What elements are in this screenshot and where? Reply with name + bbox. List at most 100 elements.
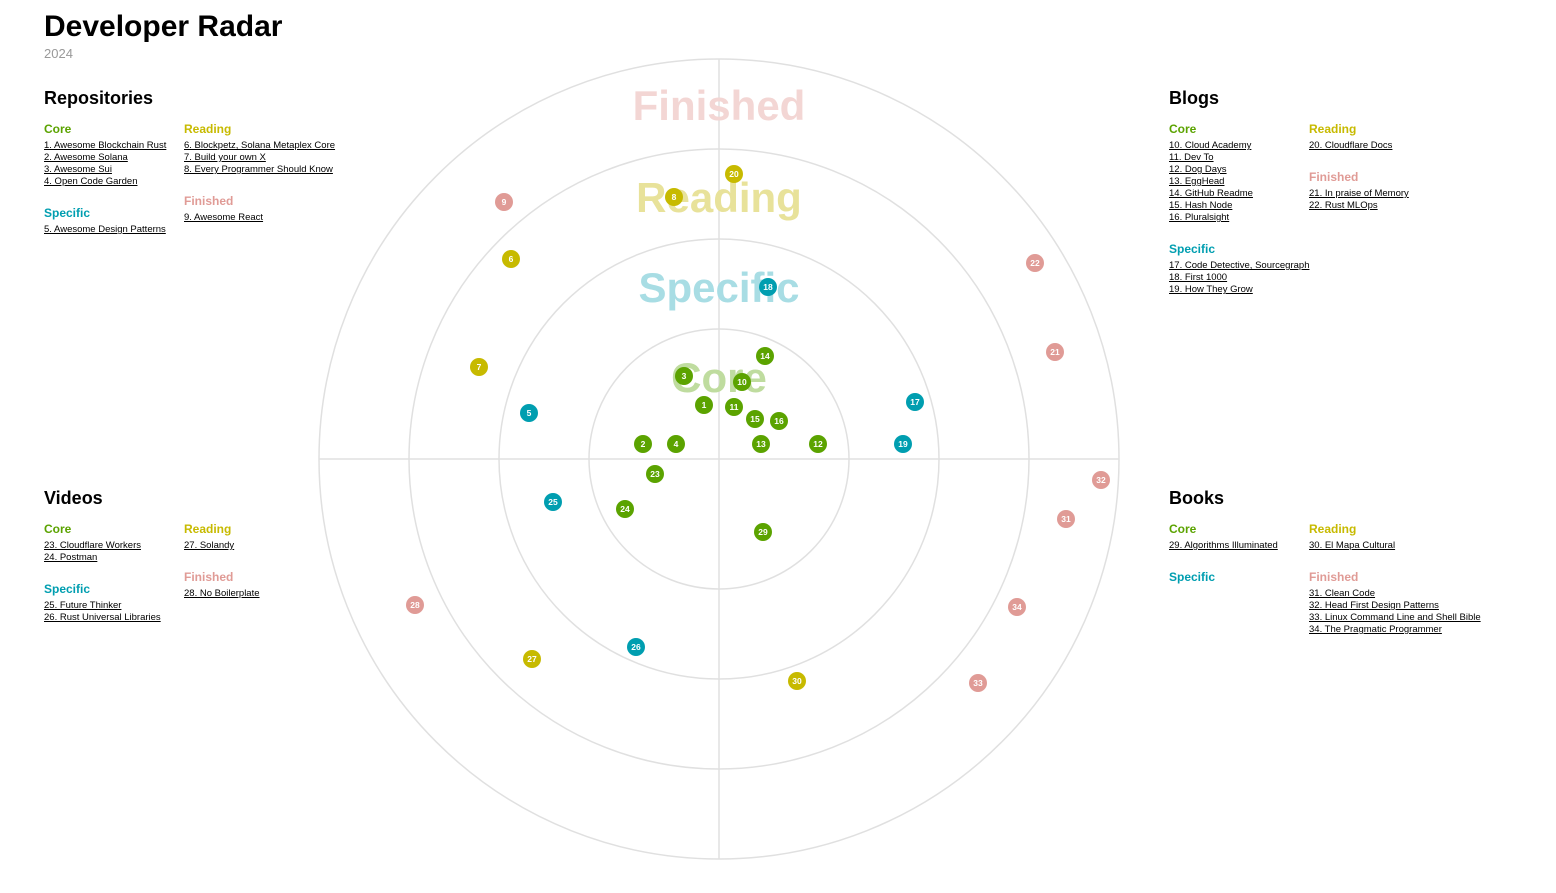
radar-blip[interactable]: 12 (809, 435, 827, 453)
entry-link[interactable]: 16. Pluralsight (1169, 212, 1230, 223)
radar-blip[interactable]: 13 (752, 435, 770, 453)
entry-link[interactable]: 21. In praise of Memory (1309, 188, 1409, 199)
entry-link[interactable]: 1. Awesome Blockchain Rust (44, 140, 167, 151)
entry-link[interactable]: 14. GitHub Readme (1169, 188, 1253, 199)
entry-link[interactable]: 24. Postman (44, 552, 98, 563)
radar-blip[interactable]: 10 (733, 373, 751, 391)
entry-link[interactable]: 17. Code Detective, Sourcegraph (1169, 260, 1310, 271)
radar-blip[interactable]: 14 (756, 347, 774, 365)
entry-link[interactable]: 32. Head First Design Patterns (1309, 600, 1439, 611)
blip-marker[interactable] (788, 672, 806, 690)
entry-link[interactable]: 29. Algorithms Illuminated (1169, 540, 1278, 551)
entry-link[interactable]: 2. Awesome Solana (44, 152, 128, 163)
blip-marker[interactable] (725, 398, 743, 416)
blip-marker[interactable] (1092, 471, 1110, 489)
entry-link[interactable]: 5. Awesome Design Patterns (44, 224, 166, 235)
radar-blip[interactable]: 19 (894, 435, 912, 453)
blip-marker[interactable] (969, 674, 987, 692)
blip-marker[interactable] (1026, 254, 1044, 272)
blip-marker[interactable] (1008, 598, 1026, 616)
radar-blip[interactable]: 17 (906, 393, 924, 411)
blip-marker[interactable] (502, 250, 520, 268)
radar-blip[interactable]: 7 (470, 358, 488, 376)
blip-marker[interactable] (667, 435, 685, 453)
radar-blip[interactable]: 15 (746, 410, 764, 428)
blip-marker[interactable] (695, 396, 713, 414)
blip-marker[interactable] (725, 165, 743, 183)
blip-marker[interactable] (627, 638, 645, 656)
entry-link[interactable]: 3. Awesome Sui (44, 164, 112, 175)
entry-link[interactable]: 19. How They Grow (1169, 284, 1253, 295)
blip-marker[interactable] (733, 373, 751, 391)
blip-marker[interactable] (1057, 510, 1075, 528)
entry-link[interactable]: 23. Cloudflare Workers (44, 540, 141, 551)
radar-blip[interactable]: 8 (665, 188, 683, 206)
blip-marker[interactable] (809, 435, 827, 453)
radar-blip[interactable]: 3 (675, 367, 693, 385)
blip-marker[interactable] (520, 404, 538, 422)
radar-blip[interactable]: 33 (969, 674, 987, 692)
radar-blip[interactable]: 21 (1046, 343, 1064, 361)
blip-marker[interactable] (756, 347, 774, 365)
radar-blip[interactable]: 11 (725, 398, 743, 416)
radar-blip[interactable]: 18 (759, 278, 777, 296)
blip-marker[interactable] (675, 367, 693, 385)
radar-blip[interactable]: 23 (646, 465, 664, 483)
entry-link[interactable]: 25. Future Thinker (44, 600, 122, 611)
entry-link[interactable]: 4. Open Code Garden (44, 176, 138, 187)
blip-marker[interactable] (616, 500, 634, 518)
blip-marker[interactable] (894, 435, 912, 453)
blip-marker[interactable] (523, 650, 541, 668)
radar-blip[interactable]: 16 (770, 412, 788, 430)
blip-marker[interactable] (665, 188, 683, 206)
radar-blip[interactable]: 24 (616, 500, 634, 518)
radar-blip[interactable]: 1 (695, 396, 713, 414)
entry-link[interactable]: 13. EggHead (1169, 176, 1225, 187)
radar-blip[interactable]: 30 (788, 672, 806, 690)
radar-blip[interactable]: 22 (1026, 254, 1044, 272)
entry-link[interactable]: 12. Dog Days (1169, 164, 1227, 175)
radar-blip[interactable]: 9 (495, 193, 513, 211)
entry-link[interactable]: 34. The Pragmatic Programmer (1309, 624, 1442, 635)
radar-blip[interactable]: 25 (544, 493, 562, 511)
entry-link[interactable]: 6. Blockpetz, Solana Metaplex Core (184, 140, 336, 151)
radar-blip[interactable]: 31 (1057, 510, 1075, 528)
entry-link[interactable]: 27. Solandy (184, 540, 235, 551)
radar-blip[interactable]: 32 (1092, 471, 1110, 489)
blip-marker[interactable] (544, 493, 562, 511)
entry-link[interactable]: 30. El Mapa Cultural (1309, 540, 1396, 551)
entry-link[interactable]: 11. Dev To (1169, 152, 1214, 163)
radar-blip[interactable]: 27 (523, 650, 541, 668)
blip-marker[interactable] (406, 596, 424, 614)
blip-marker[interactable] (495, 193, 513, 211)
blip-marker[interactable] (470, 358, 488, 376)
entry-link[interactable]: 18. First 1000 (1169, 272, 1228, 283)
entry-link[interactable]: 10. Cloud Academy (1169, 140, 1252, 151)
entry-link[interactable]: 7. Build your own X (184, 152, 266, 163)
blip-marker[interactable] (752, 435, 770, 453)
blip-marker[interactable] (770, 412, 788, 430)
blip-marker[interactable] (906, 393, 924, 411)
entry-link[interactable]: 15. Hash Node (1169, 200, 1233, 211)
blip-marker[interactable] (746, 410, 764, 428)
radar-blip[interactable]: 5 (520, 404, 538, 422)
entry-link[interactable]: 22. Rust MLOps (1309, 200, 1378, 211)
blip-marker[interactable] (1046, 343, 1064, 361)
radar-blip[interactable]: 26 (627, 638, 645, 656)
radar-blip[interactable]: 4 (667, 435, 685, 453)
blip-marker[interactable] (634, 435, 652, 453)
entry-link[interactable]: 8. Every Programmer Should Know (184, 164, 333, 175)
radar-blip[interactable]: 6 (502, 250, 520, 268)
entry-link[interactable]: 9. Awesome React (184, 212, 264, 223)
entry-link[interactable]: 28. No Boilerplate (184, 588, 260, 599)
entry-link[interactable]: 20. Cloudflare Docs (1309, 140, 1393, 151)
entry-link[interactable]: 26. Rust Universal Libraries (44, 612, 161, 623)
radar-blip[interactable]: 34 (1008, 598, 1026, 616)
radar-blip[interactable]: 29 (754, 523, 772, 541)
blip-marker[interactable] (646, 465, 664, 483)
entry-link[interactable]: 33. Linux Command Line and Shell Bible (1309, 612, 1481, 623)
blip-marker[interactable] (759, 278, 777, 296)
entry-link[interactable]: 31. Clean Code (1309, 588, 1376, 599)
radar-blip[interactable]: 20 (725, 165, 743, 183)
radar-blip[interactable]: 28 (406, 596, 424, 614)
